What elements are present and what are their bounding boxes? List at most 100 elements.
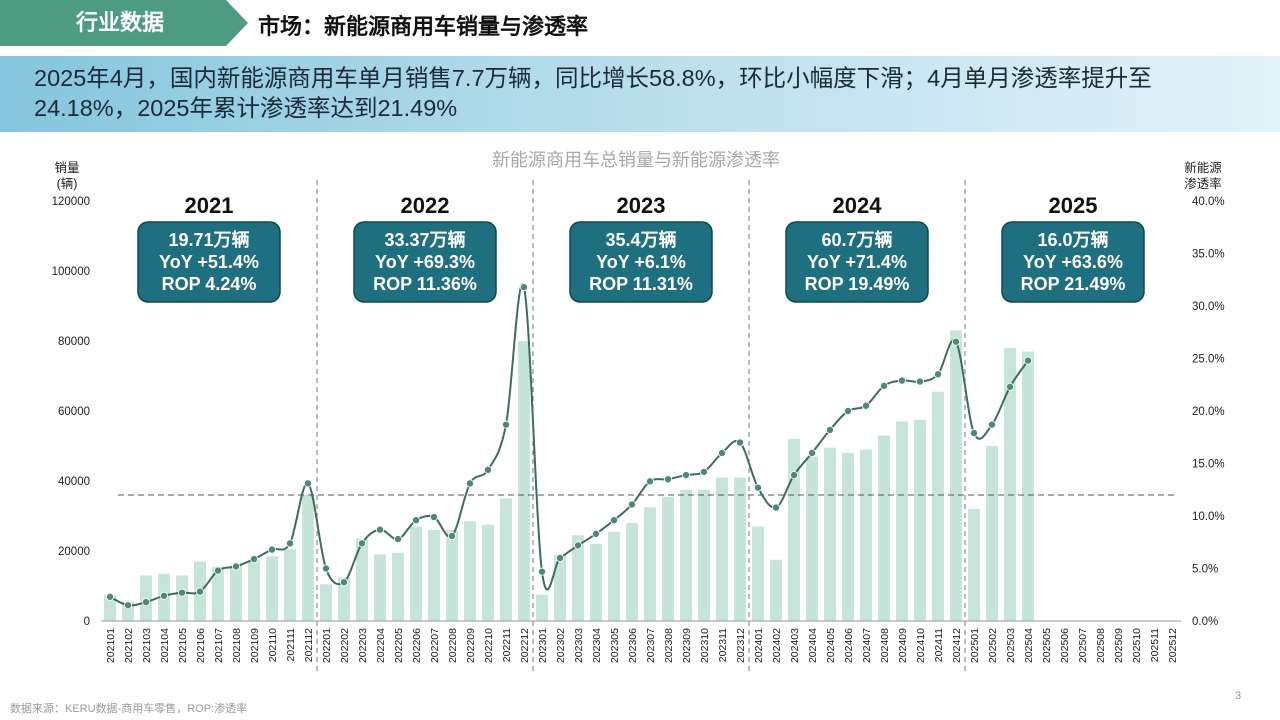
x-tick-label: 202412	[951, 628, 963, 663]
x-tick-label: 202510	[1131, 628, 1143, 663]
penetration-point	[592, 529, 601, 538]
penetration-point	[411, 516, 420, 525]
x-tick-label: 202503	[1005, 628, 1017, 663]
x-tick-label: 202502	[987, 628, 999, 663]
penetration-point	[195, 587, 204, 596]
sales-bar	[230, 565, 242, 621]
penetration-point	[736, 438, 745, 447]
x-tick-label: 202204	[375, 628, 387, 663]
sales-bar	[626, 523, 638, 621]
section-tag-shape	[0, 0, 248, 46]
x-tick-label: 202506	[1059, 628, 1071, 663]
year-summary-box	[137, 221, 281, 303]
x-tick-label: 202309	[681, 628, 693, 663]
year-label: 2021	[185, 193, 234, 218]
sales-bar	[446, 530, 458, 621]
penetration-point	[898, 376, 907, 385]
sales-bar	[590, 544, 602, 621]
sales-bar	[464, 521, 476, 621]
sales-bar	[176, 575, 188, 621]
x-tick-label: 202112	[303, 628, 315, 662]
x-tick-label: 202203	[357, 628, 369, 663]
right-tick-label: 30.0%	[1192, 301, 1225, 313]
sales-bar	[302, 495, 314, 621]
sales-bar	[572, 535, 584, 621]
penetration-point	[646, 477, 655, 486]
sales-bar	[914, 419, 926, 621]
summary-text: 2025年4月，国内新能源商用车单月销售7.7万辆，同比增长58.8%，环比小幅…	[34, 65, 1152, 121]
left-tick-label: 20000	[58, 546, 90, 558]
penetration-point	[303, 479, 312, 488]
penetration-point	[267, 545, 276, 554]
page-number: 3	[1235, 690, 1242, 702]
sales-bar	[788, 439, 800, 621]
penetration-point	[141, 598, 150, 607]
year-label: 2022	[401, 193, 450, 218]
x-tick-label: 202407	[861, 628, 873, 663]
right-tick-label: 10.0%	[1192, 511, 1225, 523]
x-tick-label: 202205	[393, 628, 405, 663]
sales-bar	[878, 435, 890, 621]
x-tick-label: 202301	[537, 628, 549, 663]
sales-bar	[950, 330, 962, 621]
penetration-point	[231, 562, 240, 571]
left-tick-label: 60000	[58, 406, 90, 418]
x-tick-label: 202211	[501, 628, 513, 662]
year-yoy: YoY +71.4%	[807, 252, 907, 272]
left-tick-label: 80000	[58, 336, 90, 348]
x-tick-label: 202406	[843, 628, 855, 663]
sales-bar	[338, 577, 350, 621]
sales-bar	[1022, 351, 1034, 621]
x-tick-label: 202311	[717, 628, 729, 662]
chart-title: 新能源商用车总销量与新能源渗透率	[492, 150, 780, 170]
left-tick-label: 120000	[52, 196, 90, 208]
sales-bar	[860, 449, 872, 621]
year-summary-box	[1001, 221, 1145, 303]
sales-bar	[320, 584, 332, 621]
x-tick-label: 202105	[177, 628, 189, 663]
penetration-point	[177, 588, 186, 597]
summary-banner: 2025年4月，国内新能源商用车单月销售7.7万辆，同比增长58.8%，环比小幅…	[0, 56, 1280, 132]
left-tick-label: 40000	[58, 476, 90, 488]
year-yoy: YoY +69.3%	[375, 252, 475, 272]
penetration-point	[106, 592, 115, 601]
sales-bar	[500, 498, 512, 621]
penetration-point	[772, 503, 781, 512]
penetration-point	[447, 531, 456, 540]
penetration-point	[628, 500, 637, 509]
x-tick-label: 202408	[879, 628, 891, 663]
sales-bar	[428, 530, 440, 621]
x-tick-label: 202209	[465, 628, 477, 663]
year-total-sales: 16.0万辆	[1037, 229, 1108, 250]
year-yoy: YoY +51.4%	[159, 252, 259, 272]
sales-bar	[482, 524, 494, 621]
year-label: 2025	[1049, 193, 1098, 218]
right-tick-label: 40.0%	[1192, 196, 1225, 208]
x-tick-label: 202307	[645, 628, 657, 663]
penetration-point	[339, 578, 348, 587]
sales-bar	[104, 594, 116, 621]
penetration-point	[610, 516, 619, 525]
sales-bar	[680, 489, 692, 621]
penetration-point	[790, 471, 799, 480]
sales-bar	[842, 453, 854, 621]
penetration-point	[952, 337, 961, 346]
penetration-point	[321, 564, 330, 573]
x-tick-label: 202303	[573, 628, 585, 663]
x-tick-label: 202101	[105, 628, 117, 663]
year-rop: ROP 11.36%	[373, 274, 477, 294]
x-tick-label: 202310	[699, 628, 711, 663]
sales-bar	[356, 538, 368, 621]
penetration-point	[357, 539, 366, 548]
penetration-point	[970, 429, 979, 438]
penetration-point	[520, 283, 529, 292]
penetration-point	[934, 370, 943, 379]
penetration-point	[465, 479, 474, 488]
x-tick-label: 202104	[159, 628, 171, 663]
right-axis-label: 渗透率	[1184, 176, 1222, 191]
penetration-point	[285, 539, 294, 548]
penetration-point	[754, 483, 763, 492]
x-tick-label: 202504	[1023, 628, 1035, 663]
x-tick-label: 202208	[447, 628, 459, 663]
